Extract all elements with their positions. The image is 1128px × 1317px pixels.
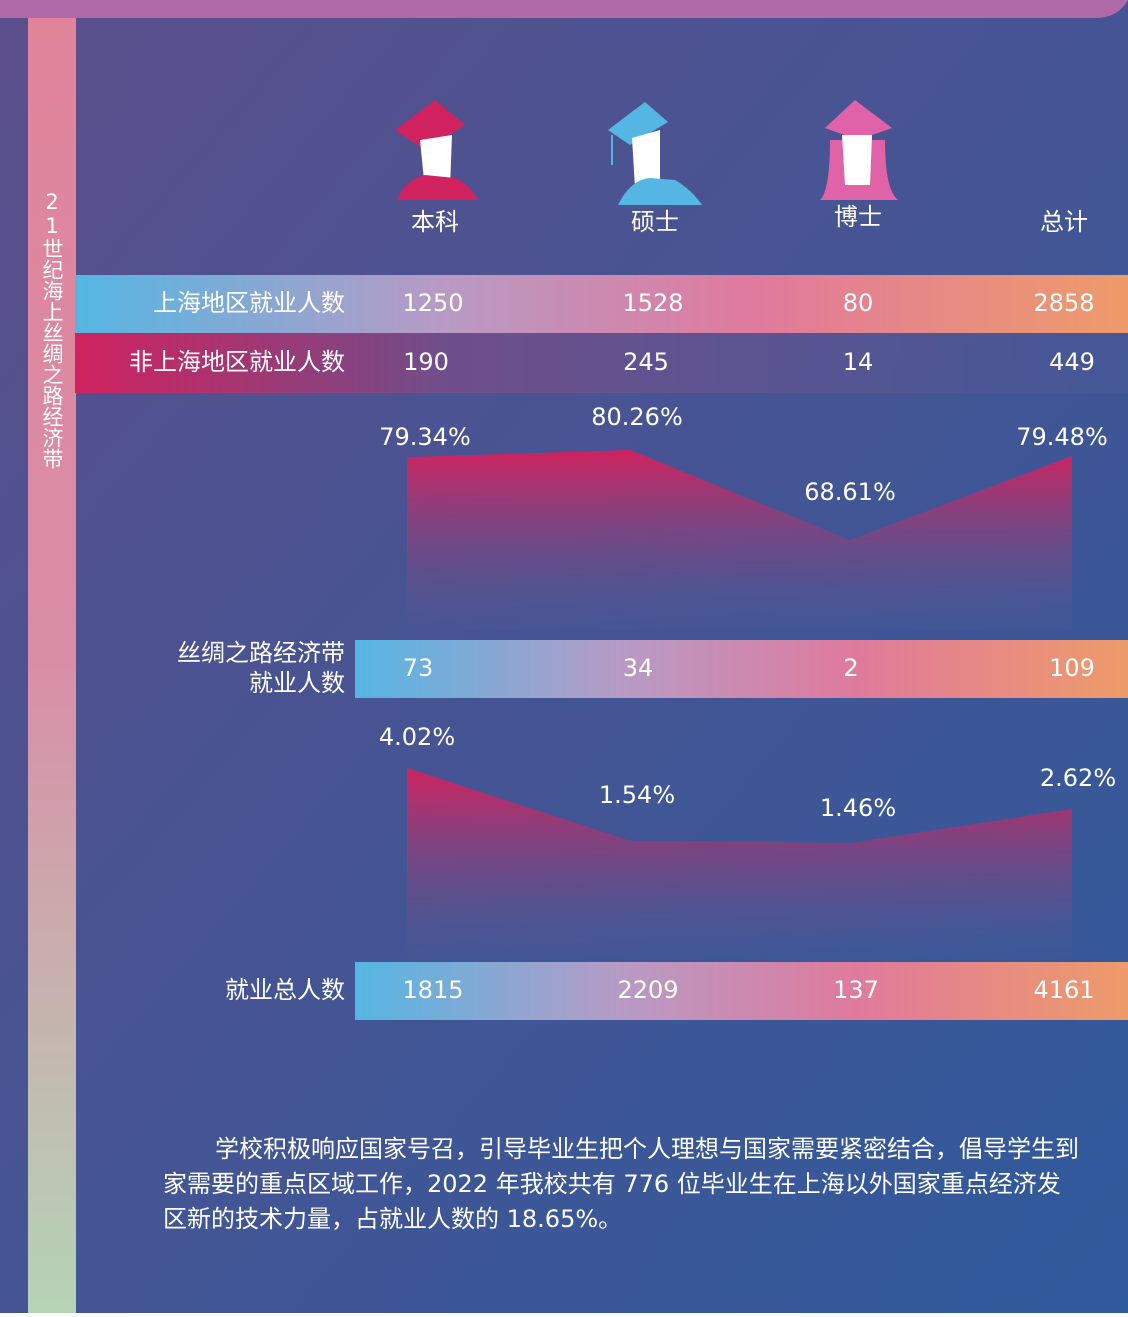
cell-value: 1815 xyxy=(402,976,463,1004)
ratio-label: 80.26% xyxy=(591,403,683,431)
cell-value: 449 xyxy=(1049,348,1095,376)
cell-value: 245 xyxy=(623,348,669,376)
column-header: 硕士 xyxy=(631,208,679,236)
row-label: 上海地区就业人数 xyxy=(153,289,345,317)
row-label-line: 丝绸之路经济带 xyxy=(177,639,345,667)
row-label: 非上海地区就业人数 xyxy=(129,348,345,376)
paragraph-line: 区新的技术力量，占就业人数的 18.65%。 xyxy=(163,1205,622,1233)
ratio-label: 2.62% xyxy=(1040,764,1116,792)
column-header: 本科 xyxy=(411,208,459,236)
ratio-label: 4.02% xyxy=(379,723,455,751)
cell-value: 190 xyxy=(403,348,449,376)
column-header: 博士 xyxy=(834,203,882,231)
row-label-line: 就业人数 xyxy=(249,669,345,697)
ratio-label: 79.48% xyxy=(1016,423,1108,451)
row-band xyxy=(355,962,1128,1020)
infographic: 21世纪海上丝绸之路经济带 本科 硕士 博士 总计上海地区就业人数 1250 1528 80… xyxy=(0,0,1128,1313)
cell-value: 109 xyxy=(1049,654,1095,682)
paragraph-line: 家需要的重点区域工作，2022 年我校共有 776 位毕业生在上海以外国家重点经… xyxy=(163,1170,1061,1198)
ratio-label: 1.54% xyxy=(599,781,675,809)
ratio-label: 79.34% xyxy=(379,423,471,451)
cell-value: 4161 xyxy=(1033,976,1094,1004)
page: 21世纪海上丝绸之路经济带 本科 硕士 博士 总计上海地区就业人数 1250 1528 80… xyxy=(0,0,1128,1313)
row-label: 就业总人数 xyxy=(225,976,345,1004)
cell-value: 2 xyxy=(843,654,858,682)
row-band xyxy=(355,640,1128,698)
title-banner xyxy=(0,0,1128,18)
cell-value: 2858 xyxy=(1033,289,1094,317)
sidebar-text: 21世纪海上丝绸之路经济带 xyxy=(40,190,64,469)
cell-value: 1250 xyxy=(402,289,463,317)
column-header: 总计 xyxy=(1040,208,1088,236)
cell-value: 80 xyxy=(843,289,874,317)
ratio-label: 1.46% xyxy=(820,794,896,822)
paragraph-line: 学校积极响应国家号召，引导毕业生把个人理想与国家需要紧密结合，倡导学生到 xyxy=(215,1135,1079,1163)
cell-value: 73 xyxy=(403,654,434,682)
cell-value: 34 xyxy=(623,654,654,682)
cell-value: 1528 xyxy=(622,289,683,317)
ratio-label: 68.61% xyxy=(804,478,896,506)
cell-value: 137 xyxy=(833,976,879,1004)
cell-value: 14 xyxy=(843,348,874,376)
cell-value: 2209 xyxy=(617,976,678,1004)
